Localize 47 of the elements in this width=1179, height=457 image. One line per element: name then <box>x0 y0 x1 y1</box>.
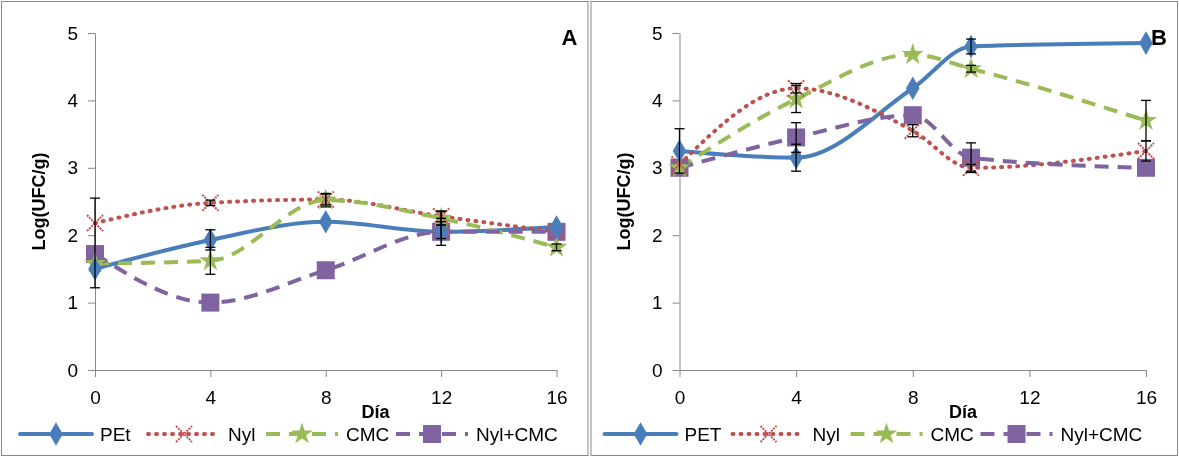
x-tick-label: 8 <box>320 387 332 409</box>
point <box>1137 158 1155 177</box>
x-tick-label: 12 <box>1019 387 1041 409</box>
legend-label: CMC <box>346 424 390 445</box>
point <box>962 158 981 177</box>
chart-title: B <box>1151 25 1167 50</box>
point <box>316 261 335 280</box>
y-tick-label: 2 <box>67 224 78 246</box>
legend-label: PET <box>684 424 722 445</box>
legend-label: PEt <box>100 424 132 445</box>
x-tick-label: 12 <box>431 387 453 409</box>
y-tick-label: 3 <box>67 157 78 179</box>
y-tick-label: 5 <box>651 22 663 44</box>
point <box>201 293 220 312</box>
y-tick-label: 1 <box>67 292 78 314</box>
y-axis-title: Log(UFC/g) <box>29 152 49 251</box>
y-tick-label: 4 <box>67 89 79 111</box>
y-tick-label: 0 <box>67 359 78 381</box>
chart-title: A <box>561 25 578 50</box>
y-tick-label: 1 <box>651 292 663 314</box>
x-tick-label: 0 <box>674 387 686 409</box>
x-tick-label: 16 <box>546 387 568 409</box>
legend-label: Nyl <box>812 424 840 445</box>
point <box>903 121 922 140</box>
x-tick-label: 16 <box>1135 387 1158 409</box>
legend-label: CMC <box>930 424 974 445</box>
x-axis-title: Día <box>361 402 391 422</box>
point <box>86 214 104 233</box>
x-tick-label: 0 <box>90 387 101 409</box>
y-tick-label: 2 <box>651 224 663 246</box>
point <box>201 193 220 212</box>
legend-label: Nyl+CMC <box>476 424 558 445</box>
x-tick-label: 8 <box>907 387 919 409</box>
y-axis-title: Log(UFC/g) <box>613 152 634 251</box>
point <box>787 79 806 98</box>
y-tick-label: 5 <box>67 22 78 44</box>
point <box>199 249 222 271</box>
legend-label: Nyl <box>228 424 256 445</box>
y-tick-label: 0 <box>651 359 663 381</box>
x-axis-title: Día <box>949 402 979 422</box>
point <box>903 106 922 125</box>
x-tick-label: 4 <box>205 387 217 409</box>
y-tick-label: 3 <box>651 157 663 179</box>
x-tick-label: 4 <box>791 387 803 409</box>
y-tick-label: 4 <box>651 89 663 111</box>
legend-label: Nyl+CMC <box>1060 424 1143 445</box>
point <box>901 43 924 64</box>
